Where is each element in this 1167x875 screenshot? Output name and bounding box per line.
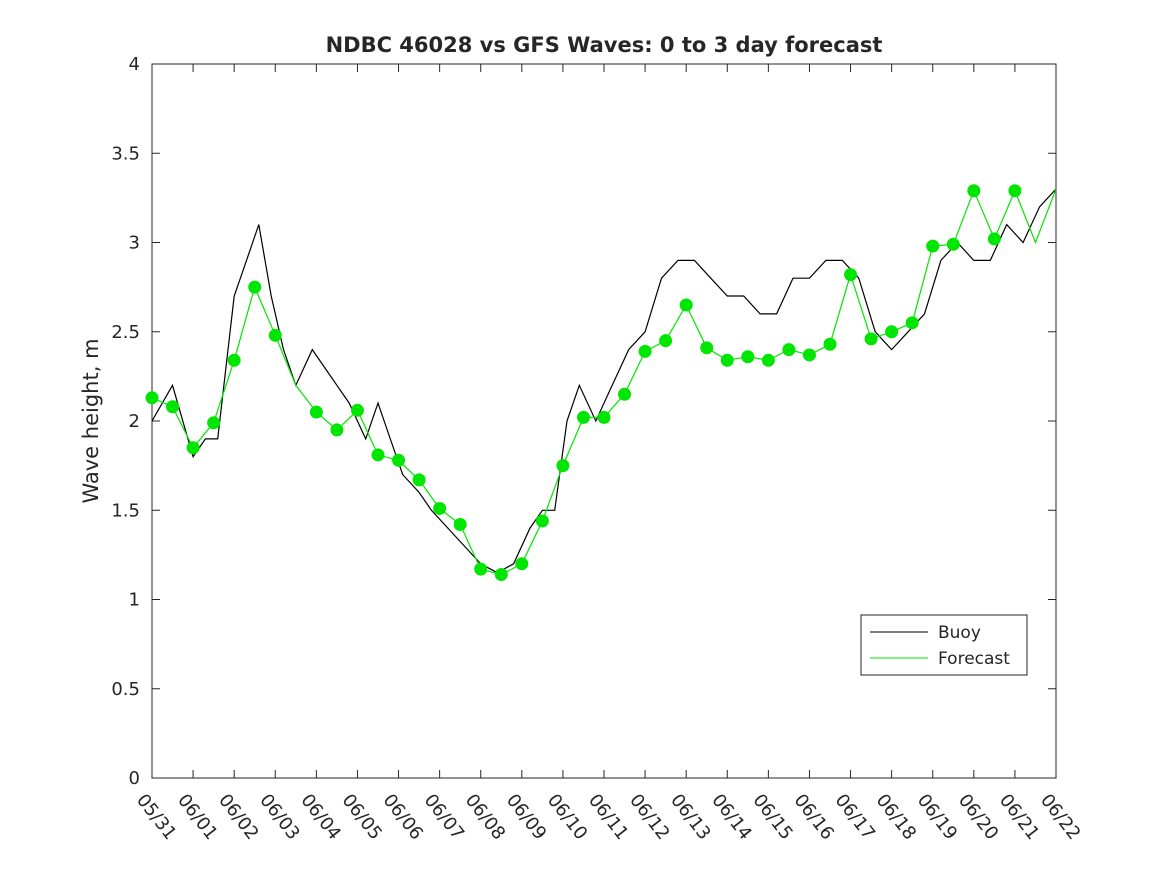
forecast-marker xyxy=(844,268,858,282)
legend-label-buoy: Buoy xyxy=(938,623,981,643)
y-axis-label: Wave height, m xyxy=(79,338,103,503)
forecast-marker xyxy=(392,453,406,467)
forecast-marker xyxy=(556,459,570,473)
legend: Buoy Forecast xyxy=(860,614,1028,676)
legend-label-forecast: Forecast xyxy=(938,649,1010,669)
x-tick-label: 06/01 xyxy=(173,790,221,844)
x-tick-label: 06/08 xyxy=(461,790,509,844)
x-tick-label: 06/02 xyxy=(214,790,262,844)
x-tick-label: 06/03 xyxy=(255,790,303,844)
x-tick-label: 06/13 xyxy=(666,790,714,844)
forecast-marker xyxy=(474,562,488,576)
forecast-marker xyxy=(720,353,734,367)
forecast-marker xyxy=(823,337,837,351)
y-tick-label: 3 xyxy=(129,233,140,254)
x-tick-label: 06/07 xyxy=(420,790,468,844)
y-tick-label: 1 xyxy=(129,590,140,611)
x-tick-label: 06/12 xyxy=(625,790,673,844)
x-tick-label: 06/22 xyxy=(1036,790,1084,844)
forecast-marker xyxy=(885,325,899,339)
x-tick-label: 06/19 xyxy=(913,790,961,844)
y-tick-label: 4 xyxy=(129,54,140,75)
forecast-marker xyxy=(145,391,159,405)
forecast-marker xyxy=(330,423,344,437)
x-tick-label: 06/17 xyxy=(831,790,879,844)
forecast-marker xyxy=(597,410,611,424)
forecast-marker xyxy=(926,239,940,253)
forecast-marker xyxy=(412,473,426,487)
y-tick-label: 2.5 xyxy=(111,322,140,343)
forecast-marker xyxy=(967,184,981,198)
forecast-marker xyxy=(186,441,200,455)
forecast-marker xyxy=(494,568,508,582)
forecast-marker xyxy=(905,316,919,330)
y-tick-label: 0.5 xyxy=(111,679,140,700)
y-axis: 0 0.5 1 1.5 2 2.5 3 3.5 4 xyxy=(111,54,1056,789)
x-tick-label: 06/11 xyxy=(584,790,632,844)
forecast-marker xyxy=(1008,184,1022,198)
forecast-marker xyxy=(535,514,549,528)
forecast-marker xyxy=(638,344,652,358)
forecast-marker xyxy=(659,334,673,348)
x-tick-label: 06/10 xyxy=(543,790,591,844)
y-tick-label: 0 xyxy=(129,768,140,789)
forecast-marker xyxy=(679,298,693,312)
legend-box xyxy=(860,614,1028,676)
forecast-marker xyxy=(987,232,1001,246)
chart-title: NDBC 46028 vs GFS Waves: 0 to 3 day fore… xyxy=(326,33,883,57)
x-tick-label: 06/21 xyxy=(995,790,1043,844)
forecast-marker xyxy=(700,341,714,355)
forecast-marker xyxy=(350,403,364,417)
y-tick-label: 1.5 xyxy=(111,500,140,521)
x-tick-label: 06/14 xyxy=(707,790,755,844)
forecast-marker xyxy=(227,353,241,367)
marker-layer xyxy=(145,184,1022,582)
forecast-marker xyxy=(309,405,323,419)
x-tick-label: 05/31 xyxy=(132,790,180,844)
forecast-marker xyxy=(248,280,262,294)
x-tick-label: 06/16 xyxy=(790,790,838,844)
forecast-marker xyxy=(371,448,385,462)
x-tick-label: 06/09 xyxy=(502,790,550,844)
y-tick-label: 2 xyxy=(129,411,140,432)
x-tick-label: 06/18 xyxy=(872,790,920,844)
forecast-marker xyxy=(864,332,878,346)
x-tick-label: 06/06 xyxy=(379,790,427,844)
forecast-marker xyxy=(576,410,590,424)
forecast-marker xyxy=(782,343,796,357)
forecast-marker xyxy=(433,501,447,515)
forecast-marker xyxy=(515,557,529,571)
forecast-marker xyxy=(741,350,755,364)
forecast-marker xyxy=(207,416,221,430)
forecast-marker xyxy=(802,348,816,362)
forecast-marker xyxy=(166,400,180,414)
forecast-marker xyxy=(268,328,282,342)
y-tick-label: 3.5 xyxy=(111,143,140,164)
forecast-marker xyxy=(761,353,775,367)
forecast-marker xyxy=(453,518,467,532)
forecast-marker xyxy=(946,237,960,251)
x-tick-label: 06/04 xyxy=(296,790,344,844)
forecast-marker xyxy=(618,387,632,401)
x-tick-label: 06/05 xyxy=(338,790,386,844)
x-tick-label: 06/20 xyxy=(954,790,1002,844)
x-tick-label: 06/15 xyxy=(748,790,796,844)
